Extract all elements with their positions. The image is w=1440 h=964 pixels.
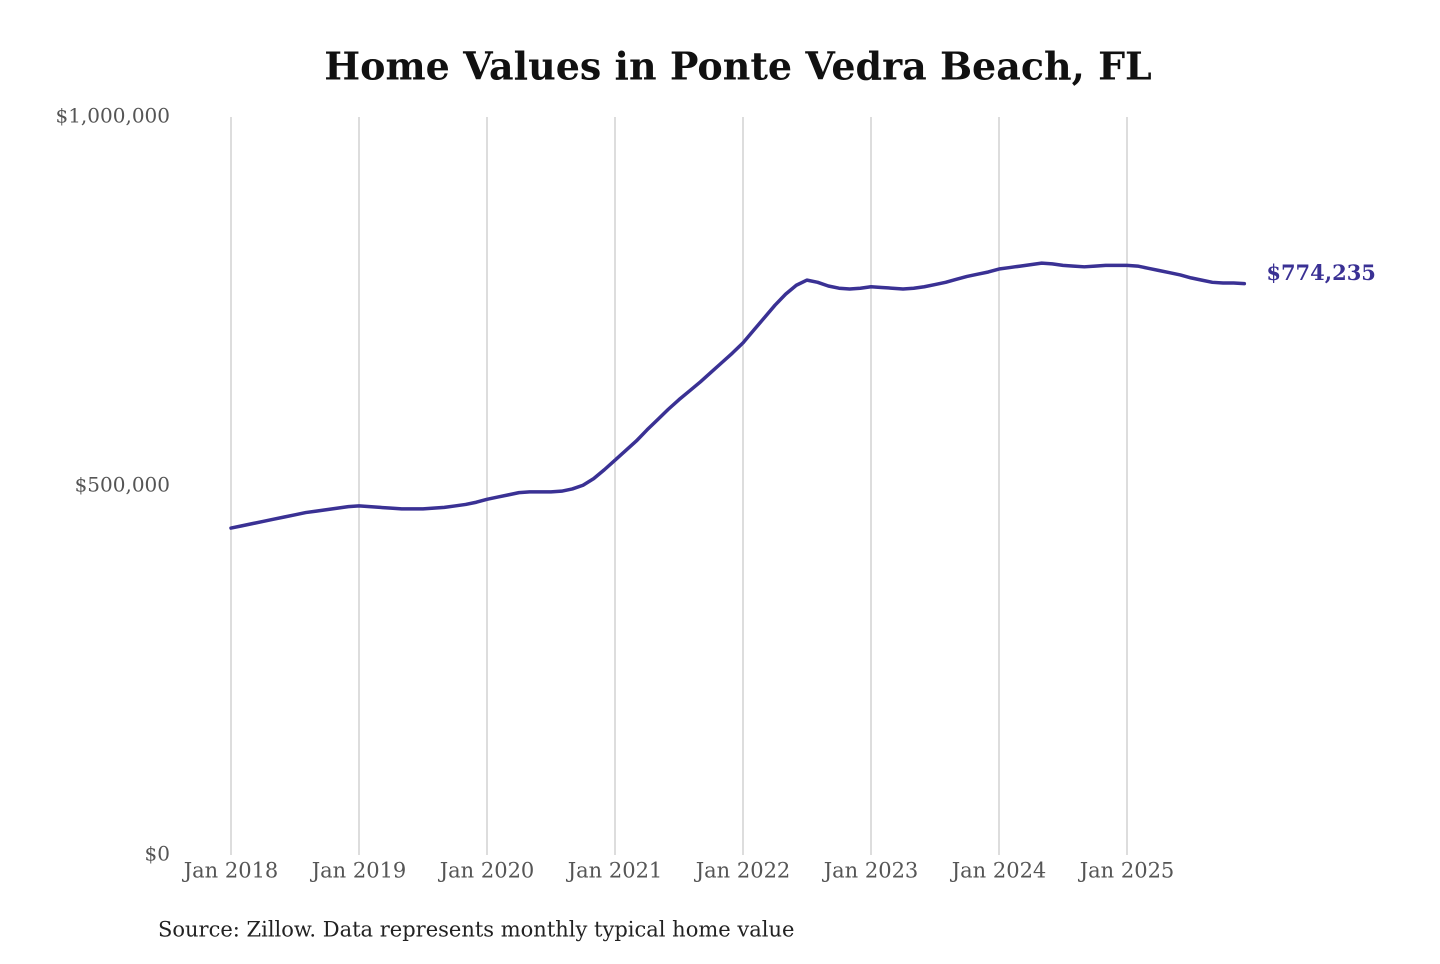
x-tick-label: Jan 2021: [566, 859, 663, 883]
x-tick-label: Jan 2025: [1078, 859, 1175, 883]
y-tick-label: $0: [145, 842, 170, 866]
x-tick-label: Jan 2019: [310, 859, 407, 883]
x-tick-label: Jan 2020: [438, 859, 535, 883]
chart-title: Home Values in Ponte Vedra Beach, FL: [324, 44, 1152, 89]
x-tick-label: Jan 2022: [694, 859, 791, 883]
y-tick-label: $1,000,000: [55, 104, 170, 128]
x-tick-label: Jan 2024: [950, 859, 1047, 883]
line-series: [229, 261, 1247, 530]
value-label: $774,235: [1266, 260, 1376, 285]
source-note: Source: Zillow. Data represents monthly …: [158, 918, 794, 942]
x-tick-label: Jan 2018: [182, 859, 279, 883]
y-tick-label: $500,000: [75, 473, 170, 497]
x-tick-label: Jan 2023: [822, 859, 919, 883]
